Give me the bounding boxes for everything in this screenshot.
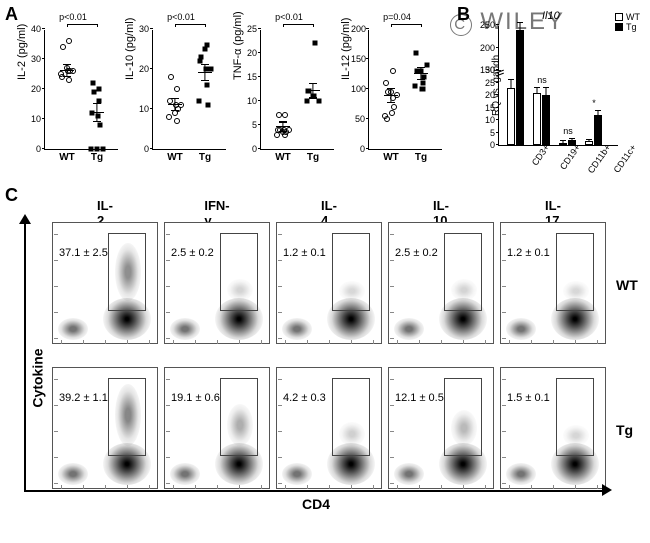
bar [559, 143, 567, 146]
xtick: WT [383, 152, 399, 163]
data-point [95, 147, 100, 152]
bar [516, 30, 524, 146]
data-point [390, 68, 396, 74]
p-value: p=0.04 [383, 12, 411, 22]
data-point [421, 87, 426, 92]
xtick: Tg [91, 152, 103, 163]
xtick: CD11c+ [612, 143, 639, 175]
bar [542, 95, 550, 145]
flow-plot: 37.1 ± 2.5 [52, 222, 158, 344]
bar [568, 140, 576, 145]
data-point [391, 104, 397, 110]
flow-row-label: Tg [616, 422, 633, 438]
data-point [101, 147, 106, 152]
data-point [89, 147, 94, 152]
data-point [384, 116, 390, 122]
bar [585, 141, 593, 145]
flow-stat: 2.5 ± 0.2 [395, 247, 438, 259]
xtick: Tg [307, 152, 319, 163]
ylabel: TNF-α (pg/ml) [232, 11, 244, 80]
xtick: CD3+ [530, 143, 552, 168]
flow-stat: 2.5 ± 0.2 [171, 247, 214, 259]
xtick: Tg [415, 152, 427, 163]
flow-plot: 2.5 ± 0.2 [388, 222, 494, 344]
data-point [205, 83, 210, 88]
data-point [197, 99, 202, 104]
flow-stat: 39.2 ± 1.1 [59, 392, 108, 404]
data-point [166, 114, 172, 120]
data-point [66, 38, 72, 44]
flow-plot: 12.1 ± 0.5 [388, 367, 494, 489]
data-point [199, 55, 204, 60]
data-point [317, 99, 322, 104]
data-point [313, 41, 318, 46]
significance: * [592, 98, 596, 108]
data-point [206, 103, 211, 108]
xtick: CD19+ [558, 143, 582, 172]
xtick: WT [59, 152, 75, 163]
significance: ns [563, 126, 573, 136]
flow-row-label: WT [616, 277, 638, 293]
data-point [91, 81, 96, 86]
flow-stat: 19.1 ± 0.6 [171, 392, 220, 404]
data-point [66, 77, 72, 83]
p-value: p<0.01 [59, 12, 87, 22]
data-point [168, 74, 174, 80]
flow-plot: 1.2 ± 0.1 [276, 222, 382, 344]
flow-plot: 1.5 ± 0.1 [500, 367, 606, 489]
flow-stat: 1.5 ± 0.1 [507, 392, 550, 404]
xtick: CD11b+ [586, 143, 613, 175]
flow-stat: 12.1 ± 0.5 [395, 392, 444, 404]
scatter-plot: IL-10 (pg/ml)p<0.010102030WTTg [130, 10, 232, 170]
scatter-plot: IL-2 (pg/ml)p<0.01010203040WTTg [22, 10, 124, 170]
flow-xaxis-label: CD4 [302, 496, 330, 512]
panel-b-legend: WT Tg [615, 12, 640, 32]
bar [533, 93, 541, 146]
data-point [305, 99, 310, 104]
scatter-plot: TNF-α (pg/ml)p<0.010510152025WTTg [238, 10, 340, 170]
data-point [389, 110, 395, 116]
panel-a: IL-2 (pg/ml)p<0.01010203040WTTgIL-10 (pg… [22, 10, 448, 170]
flow-stat: 1.2 ± 0.1 [283, 247, 326, 259]
data-point [174, 86, 180, 92]
data-point [421, 81, 426, 86]
flow-plot: 39.2 ± 1.1 [52, 367, 158, 489]
flow-stat: 1.2 ± 0.1 [507, 247, 550, 259]
bar [507, 88, 515, 146]
flow-yaxis-label: Cytokine [30, 348, 46, 407]
bar [594, 115, 602, 145]
flow-plot: 1.2 ± 0.1 [500, 222, 606, 344]
flow-plot: 19.1 ± 0.6 [164, 367, 270, 489]
flow-plot: 2.5 ± 0.2 [164, 222, 270, 344]
p-value: p<0.01 [167, 12, 195, 22]
data-point [425, 63, 430, 68]
scatter-plot: IL-12 (pg/ml)p=0.04050100150200WTTg [346, 10, 448, 170]
panel-b-title: Il10 [542, 10, 560, 22]
data-point [282, 112, 288, 118]
data-point [383, 80, 389, 86]
data-point [414, 51, 419, 56]
data-point [205, 43, 210, 48]
panel-label-a: A [5, 4, 18, 25]
panel-b: Il10 RQ vs. gapdh 051015202530150200250C… [472, 12, 642, 180]
xtick: WT [275, 152, 291, 163]
panel-label-b: B [457, 4, 470, 25]
xtick: Tg [199, 152, 211, 163]
flow-plot: 4.2 ± 0.3 [276, 367, 382, 489]
data-point [92, 90, 97, 95]
panel-label-c: C [5, 185, 18, 206]
flow-stat: 37.1 ± 2.5 [59, 247, 108, 259]
data-point [98, 123, 103, 128]
xtick: WT [167, 152, 183, 163]
p-value: p<0.01 [275, 12, 303, 22]
data-point [174, 118, 180, 124]
data-point [97, 87, 102, 92]
data-point [60, 44, 66, 50]
flow-stat: 4.2 ± 0.3 [283, 392, 326, 404]
significance: ns [537, 75, 547, 85]
data-point [413, 84, 418, 89]
